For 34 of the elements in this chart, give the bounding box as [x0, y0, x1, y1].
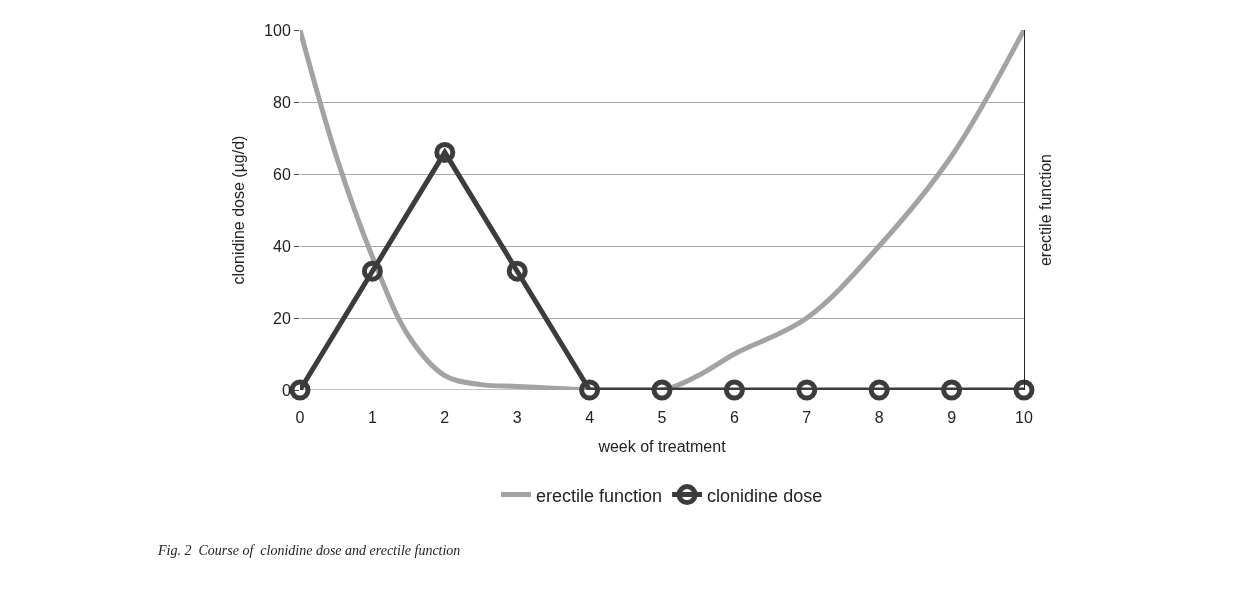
y-tick-label: 20 [273, 309, 291, 327]
point [723, 379, 745, 401]
point [651, 379, 673, 401]
y-tick-label: 100 [264, 21, 291, 39]
y-tick-label: 80 [273, 93, 291, 111]
point [506, 260, 528, 282]
y2-axis-title: erectile function [1036, 153, 1054, 267]
x-tick-label: 4 [585, 409, 595, 426]
x-tick-label: 8 [874, 409, 884, 426]
y-tick-label: 0 [281, 381, 291, 399]
x-axis-title: week of treatment [597, 437, 727, 455]
point [796, 379, 818, 401]
point [941, 379, 963, 401]
x-tick-label: 5 [657, 409, 667, 426]
legend-label: clonidine dose [707, 485, 823, 506]
point [579, 379, 601, 401]
x-tick-label: 6 [729, 409, 739, 426]
x-tick-label: 9 [947, 409, 957, 426]
y-axis-title: clonidine dose (µg/d) [230, 135, 247, 285]
x-tick-label: 1 [367, 409, 377, 426]
x-tick-label: 0 [295, 409, 305, 426]
x-tick-label: 7 [802, 409, 812, 426]
x-tick-label: 10 [1015, 409, 1033, 426]
x-tick-label: 3 [512, 409, 522, 426]
y-tick-label: 40 [273, 237, 291, 255]
legend-label: erectile function [536, 485, 663, 506]
point [434, 141, 456, 163]
point [289, 379, 311, 401]
point [1013, 379, 1035, 401]
x-tick-label: 2 [440, 409, 450, 426]
point [361, 260, 383, 282]
y-tick-label: 60 [273, 165, 291, 183]
caption: Fig. 2 Course of clonidine dose and erectile function [157, 543, 461, 558]
point [868, 379, 890, 401]
